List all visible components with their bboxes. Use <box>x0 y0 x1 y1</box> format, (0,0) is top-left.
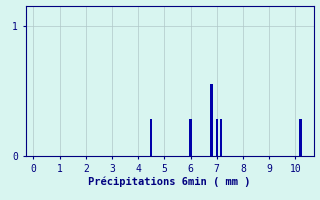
Bar <box>189 119 192 156</box>
Bar <box>216 119 218 156</box>
Bar <box>300 119 301 156</box>
Bar <box>150 119 152 156</box>
X-axis label: Précipitations 6min ( mm ): Précipitations 6min ( mm ) <box>88 176 251 187</box>
Bar <box>220 119 222 156</box>
Bar <box>211 84 212 156</box>
